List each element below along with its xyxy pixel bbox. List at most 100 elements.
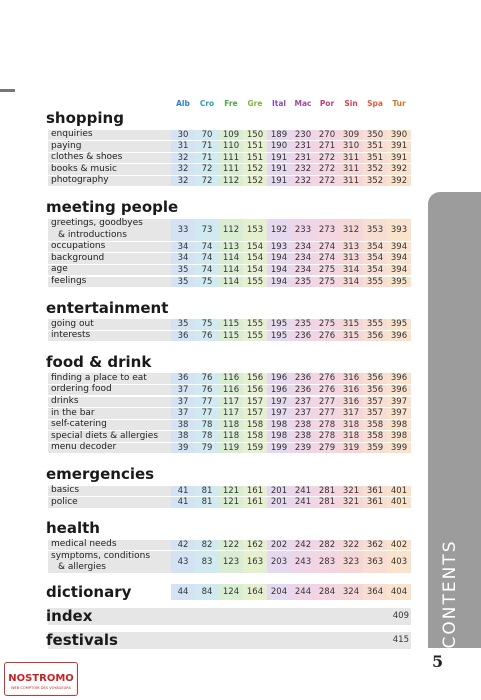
page-ref: 151 — [243, 152, 267, 164]
page-ref: 197 — [267, 396, 291, 408]
page-ref: 122 — [219, 539, 243, 551]
page-ref: 190 — [267, 141, 291, 152]
page-ref: 31 — [171, 141, 195, 152]
page-ref: 74 — [195, 241, 219, 253]
page-ref: 392 — [387, 175, 411, 187]
page-ref: 354 — [363, 253, 387, 264]
page-ref: 75 — [195, 319, 219, 330]
page-ref: 155 — [243, 319, 267, 330]
page-ref: 277 — [315, 396, 339, 408]
page-ref: 81 — [195, 485, 219, 497]
column-header: Cro — [199, 99, 215, 108]
page-ref: 72 — [195, 175, 219, 187]
page-ref: 204 — [267, 584, 291, 600]
page-ref: 284 — [315, 584, 339, 600]
page-ref: 391 — [387, 152, 411, 164]
page-ref: 116 — [219, 384, 243, 396]
column-header: Por — [319, 99, 335, 108]
row-label: drinks — [51, 396, 79, 406]
page-ref: 155 — [243, 276, 267, 288]
page-ref: 393 — [387, 218, 411, 241]
page-ref: 151 — [243, 141, 267, 152]
page-ref: 358 — [363, 419, 387, 431]
page-ref: 396 — [387, 373, 411, 384]
page-ref: 392 — [387, 164, 411, 175]
page-ref: 394 — [387, 264, 411, 276]
page-ref: 321 — [339, 497, 363, 508]
row-label-bg — [48, 218, 171, 241]
page-ref: 71 — [195, 152, 219, 164]
page-ref: 157 — [243, 408, 267, 419]
page-ref: 309 — [339, 129, 363, 141]
page-ref: 38 — [171, 431, 195, 442]
page-ref: 271 — [315, 141, 339, 152]
page-ref: 350 — [363, 129, 387, 141]
row-label-bg — [48, 408, 171, 419]
page-ref: 35 — [171, 319, 195, 330]
row-label: paying — [51, 140, 82, 151]
page-ref: 154 — [243, 241, 267, 253]
page-ref: 35 — [171, 264, 195, 276]
page-ref: 395 — [387, 276, 411, 288]
page-ref: 196 — [267, 384, 291, 396]
row-label-bg — [48, 396, 171, 408]
page-ref: 402 — [387, 539, 411, 551]
row-label-bg — [48, 384, 171, 396]
page-ref: 34 — [171, 253, 195, 264]
section-title: emergencies — [46, 465, 155, 483]
page-ref: 316 — [339, 384, 363, 396]
page-ref: 354 — [363, 264, 387, 276]
page-ref: 272 — [315, 175, 339, 187]
section-title: food & drink — [46, 352, 152, 371]
page-ref: 274 — [315, 253, 339, 264]
page-ref: 351 — [363, 141, 387, 152]
page-ref: 323 — [339, 551, 363, 574]
page-ref: 111 — [219, 164, 243, 175]
page-ref: 391 — [387, 141, 411, 152]
page-ref: 276 — [315, 384, 339, 396]
row-label: ordering food — [51, 384, 112, 395]
page-ref: 191 — [267, 164, 291, 175]
page-ref: 201 — [267, 497, 291, 508]
page-ref: 75 — [195, 276, 219, 288]
page-ref: 202 — [267, 539, 291, 551]
row-label-bg — [48, 485, 171, 497]
page-ref: 236 — [291, 330, 315, 342]
page-ref: 278 — [315, 419, 339, 431]
page-ref: 359 — [363, 442, 387, 454]
page-ref: 78 — [195, 431, 219, 442]
column-header: Spa — [367, 99, 383, 108]
section-title: festivals — [46, 631, 118, 649]
row-label-bg — [48, 442, 171, 454]
row-label-bg — [48, 419, 171, 431]
row-label-bg — [48, 330, 171, 342]
page-ref: 394 — [387, 253, 411, 264]
page-ref: 70 — [195, 129, 219, 141]
page-ref: 363 — [363, 551, 387, 574]
row-label-bg — [48, 539, 171, 551]
page-ref: 232 — [291, 164, 315, 175]
row-label: menu decoder — [51, 442, 117, 453]
page-ref: 43 — [171, 551, 195, 574]
page-ref: 111 — [219, 152, 243, 164]
page-ref: 272 — [315, 164, 339, 175]
page-ref: 36 — [171, 373, 195, 384]
page-ref: 121 — [219, 497, 243, 508]
page-ref: 241 — [291, 497, 315, 508]
page-ref: 352 — [363, 164, 387, 175]
page-ref: 317 — [339, 408, 363, 419]
page-ref: 73 — [195, 218, 219, 241]
page-ref: 112 — [219, 175, 243, 187]
row-label: & allergies — [58, 562, 106, 573]
row-label-bg — [48, 141, 171, 152]
page-ref: 409 — [392, 611, 409, 621]
page-ref: 37 — [171, 408, 195, 419]
page-ref: 235 — [291, 319, 315, 330]
page-ref: 156 — [243, 384, 267, 396]
column-header: Ital — [271, 99, 286, 108]
page-ref: 114 — [219, 264, 243, 276]
page-ref: 398 — [387, 431, 411, 442]
page-ref: 357 — [363, 396, 387, 408]
page-ref: 196 — [267, 373, 291, 384]
